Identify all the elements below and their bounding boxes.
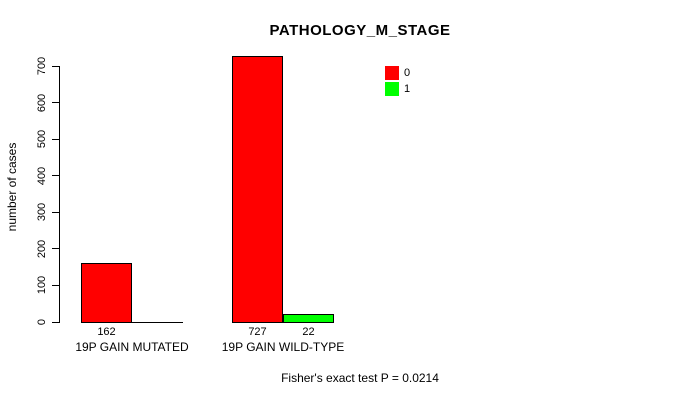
y-tick-label: 300: [36, 203, 48, 222]
bar-value-label: 727: [248, 326, 267, 338]
y-tick-mark: [52, 284, 60, 286]
y-tick-mark: [52, 65, 60, 67]
legend-entry-0: 0: [385, 65, 410, 81]
y-tick-mark: [52, 321, 60, 323]
y-tick-mark: [52, 248, 60, 250]
y-tick-label: 100: [36, 276, 48, 295]
legend-swatch-1: [385, 82, 399, 96]
bar-series1-group1: [283, 314, 334, 323]
y-tick-label: 500: [36, 129, 48, 149]
bar-series0-group1: [232, 56, 283, 323]
legend-entry-1: 1: [385, 81, 410, 97]
legend-swatch-0: [385, 66, 399, 80]
y-tick-mark: [52, 211, 60, 213]
y-axis-label: number of cases: [5, 142, 19, 232]
statistical-test-note: Fisher's exact test P = 0.0214: [281, 371, 439, 385]
bar-value-label: 162: [97, 326, 116, 338]
y-tick-label: 400: [36, 166, 48, 185]
legend-label-0: 0: [404, 67, 411, 79]
y-tick-label: 0: [36, 318, 48, 326]
group-label: 19P GAIN WILD-TYPE: [221, 340, 345, 354]
group-label: 19P GAIN MUTATED: [75, 340, 189, 354]
y-axis: [59, 66, 60, 323]
chart-title: PATHOLOGY_M_STAGE: [269, 22, 451, 39]
bar-value-label: 22: [302, 326, 315, 338]
legend: 0 1: [385, 65, 410, 97]
y-tick-label: 700: [36, 56, 48, 76]
group-baseline: [81, 322, 183, 323]
bar-series0-group0: [81, 263, 132, 323]
y-tick-mark: [52, 175, 60, 177]
y-tick-label: 200: [36, 239, 48, 259]
y-tick-label: 600: [36, 93, 48, 112]
legend-label-1: 1: [404, 83, 411, 95]
y-tick-mark: [52, 102, 60, 104]
y-tick-mark: [52, 138, 60, 140]
